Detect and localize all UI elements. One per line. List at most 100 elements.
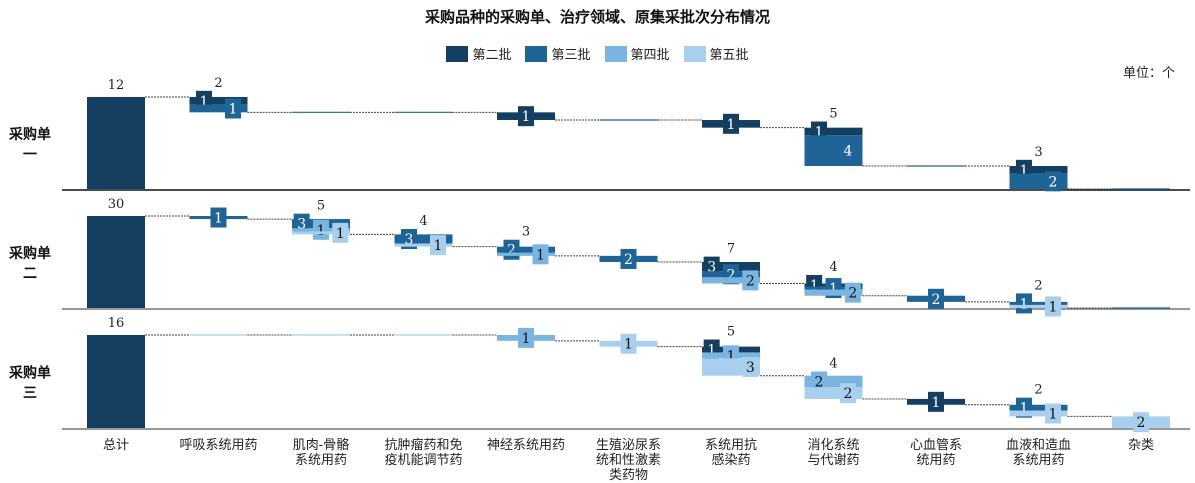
bar-segment xyxy=(1009,166,1068,174)
segment-label-box xyxy=(811,371,827,392)
bar-segment xyxy=(804,375,863,388)
bar-segment xyxy=(497,252,555,256)
bar-segment xyxy=(189,97,248,105)
segment-value-label: 1 xyxy=(707,343,716,359)
bar-segment xyxy=(394,234,453,244)
segment-value-label: 2 xyxy=(1137,415,1146,431)
segment-value-label: 1 xyxy=(624,337,633,353)
x-tick-label: 消化系统 xyxy=(807,438,859,453)
category-total-label: 3 xyxy=(522,225,530,240)
x-tick-label: 肌肉-骨骼 xyxy=(293,437,349,453)
bar-segment xyxy=(1009,404,1068,411)
legend-item-batch4: 第四批 xyxy=(604,44,670,63)
category-total-label: 2 xyxy=(1034,383,1042,398)
bar-segment xyxy=(1009,410,1068,417)
x-tick-label: 血液和造血 xyxy=(1006,438,1071,453)
segment-value-label: 2 xyxy=(848,286,857,302)
segment-value-label: 2 xyxy=(624,252,633,268)
segment-value-label: 1 xyxy=(536,247,545,263)
total-value-label: 30 xyxy=(108,197,125,212)
unit-label: 单位：个 xyxy=(1122,66,1175,81)
segment-value-label: 1 xyxy=(727,117,736,133)
bar-segment xyxy=(1009,304,1068,308)
segment-label-box xyxy=(1045,403,1061,424)
category-total-label: 5 xyxy=(317,199,325,214)
legend-label: 第二批 xyxy=(472,48,512,63)
segment-value-label: 1 xyxy=(200,94,209,110)
x-tick-label: 生殖泌尿系 xyxy=(596,437,661,453)
segment-value-label: 3 xyxy=(297,217,306,233)
x-tick-label: 呼吸系统用药 xyxy=(179,438,257,453)
segment-value-label: 2 xyxy=(746,273,755,289)
total-value-label: 16 xyxy=(108,316,125,331)
bar-segment xyxy=(189,104,248,113)
segment-value-label: 2 xyxy=(1049,174,1058,190)
legend-label: 第三批 xyxy=(551,48,591,63)
segment-value-label: 3 xyxy=(405,232,414,248)
legend-item-batch3: 第三批 xyxy=(525,44,591,63)
category-total-label: 4 xyxy=(829,357,837,372)
bar-segment xyxy=(702,277,760,284)
x-tick-label: 系统用药 xyxy=(1012,453,1064,468)
category-total-label: 5 xyxy=(829,107,837,122)
x-tick-label: 统用药 xyxy=(916,453,955,468)
segment-value-label: 1 xyxy=(1049,299,1058,315)
category-total-label: 3 xyxy=(1034,145,1042,160)
legend-item-batch5: 第五批 xyxy=(683,44,749,63)
segment-value-label: 3 xyxy=(746,360,755,376)
x-tick-label: 心血管系 xyxy=(910,438,962,453)
segment-label-box xyxy=(532,244,549,265)
segment-label-box xyxy=(928,288,944,309)
segment-value-label: 4 xyxy=(844,144,853,160)
segment-value-label: 1 xyxy=(336,226,345,242)
x-tick-label: 统和性激素 xyxy=(596,453,661,468)
segment-label-box xyxy=(620,248,637,269)
x-tick-label: 系统用药 xyxy=(295,453,347,468)
legend-swatch xyxy=(604,45,627,62)
category-total-label: 5 xyxy=(727,325,735,340)
segment-label-box xyxy=(1045,171,1061,192)
panel-label: 采购单 xyxy=(8,126,51,143)
segment-value-label: 1 xyxy=(522,331,531,347)
segment-value-label: 1 xyxy=(727,348,736,364)
legend-item-batch2: 第二批 xyxy=(446,44,511,63)
segment-label-box xyxy=(518,106,534,127)
segment-value-label: 1 xyxy=(829,281,838,297)
category-total-label: 7 xyxy=(727,242,735,257)
segment-value-label: 1 xyxy=(522,109,531,125)
segment-label-box xyxy=(313,219,329,240)
bar-segment xyxy=(804,387,863,399)
bar-segment xyxy=(1009,301,1068,305)
total-bar xyxy=(87,97,145,189)
x-tick-label: 杂类 xyxy=(1128,438,1154,453)
segment-value-label: 2 xyxy=(815,375,824,391)
segment-label-box xyxy=(840,383,856,404)
segment-value-label: 1 xyxy=(214,211,223,227)
segment-label-box xyxy=(1016,293,1032,314)
total-bar xyxy=(87,216,145,308)
segment-label-box xyxy=(840,140,856,161)
panel-label: 一 xyxy=(23,147,37,163)
segment-label-box xyxy=(518,327,534,348)
segment-label-box xyxy=(742,356,759,377)
x-tick-label: 系统用抗 xyxy=(705,438,757,453)
category-total-label: 2 xyxy=(214,76,222,91)
legend-swatch xyxy=(683,45,706,62)
legend-label: 第四批 xyxy=(630,48,670,63)
legend-swatch xyxy=(525,45,548,62)
segment-value-label: 1 xyxy=(317,223,326,239)
x-tick-label: 抗肿瘤药和免 xyxy=(384,437,462,453)
bar-segment xyxy=(292,231,350,235)
legend-swatch xyxy=(446,45,469,62)
x-tick-label: 与代谢药 xyxy=(807,452,859,468)
legend: 第二批 第三批 第四批 第五批 xyxy=(0,44,1195,63)
panel-label: 采购单 xyxy=(8,245,51,262)
panel-label: 三 xyxy=(23,386,37,402)
segment-label-box xyxy=(1133,412,1149,433)
segment-value-label: 1 xyxy=(1049,406,1058,422)
segment-value-label: 2 xyxy=(727,267,736,283)
bar-segment xyxy=(394,243,453,247)
segment-value-label: 1 xyxy=(434,238,443,254)
segment-value-label: 1 xyxy=(1020,296,1029,312)
